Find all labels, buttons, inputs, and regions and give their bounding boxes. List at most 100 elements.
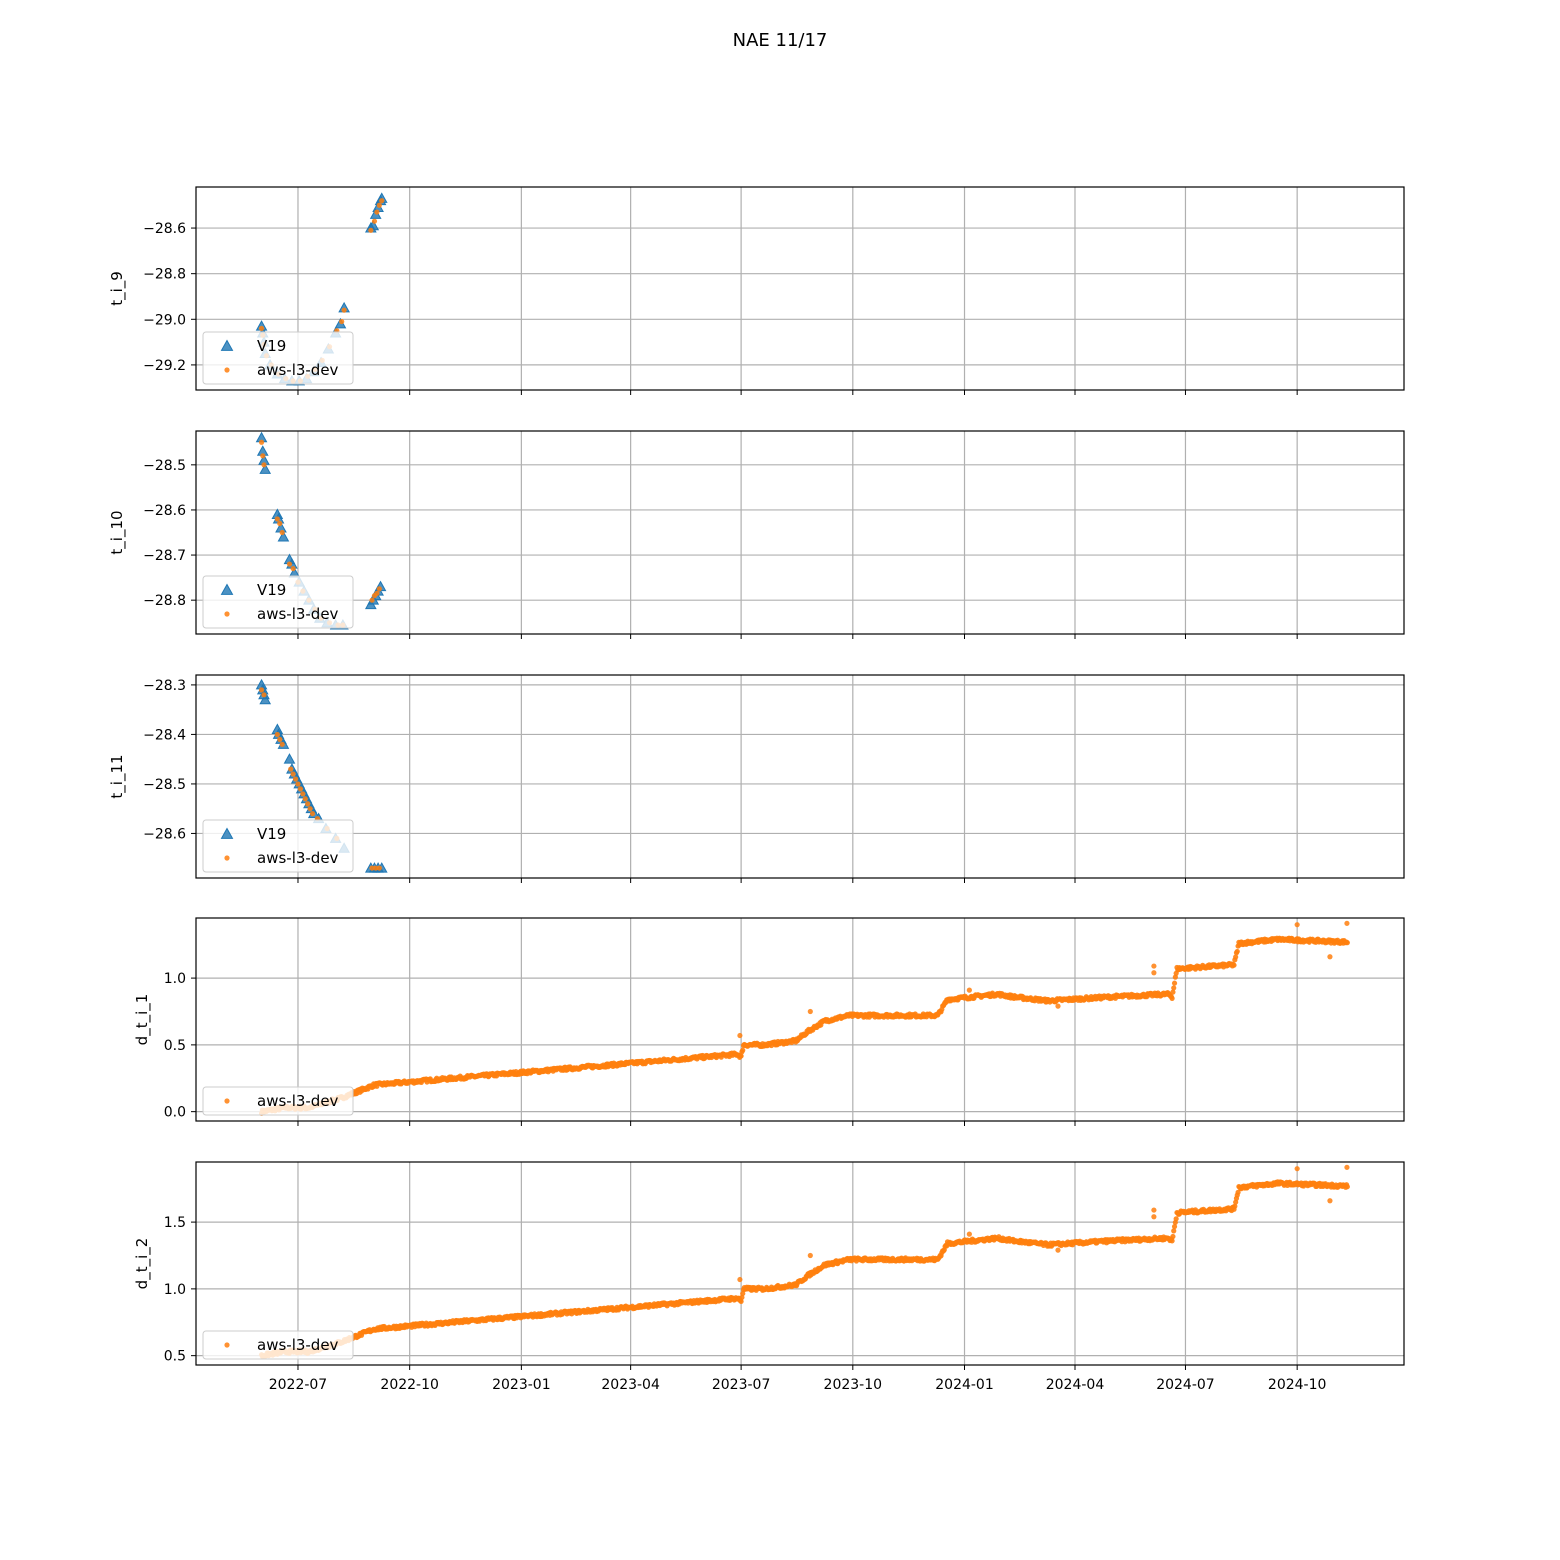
aws-l3-dev-point <box>1171 1223 1178 1230</box>
aws-l3-dev-point <box>274 731 280 738</box>
plot-area <box>258 1164 1350 1359</box>
aws-l3-dev-outlier <box>737 1276 743 1283</box>
legend-label: aws-l3-dev <box>257 1336 339 1354</box>
aws-l3-dev-point <box>341 307 347 313</box>
aws-l3-dev-point <box>258 325 265 332</box>
aws-l3-dev-point <box>261 462 267 468</box>
legend: aws-l3-dev <box>202 1330 354 1360</box>
aws-l3-dev-point <box>305 801 311 807</box>
legend-label: aws-l3-dev <box>257 605 339 623</box>
subplot-t_i_9: −29.2 −29.0 −28.8 −28.6 t_i_9 V19 aws-l3-dev <box>108 186 1405 395</box>
aws-l3-dev-outlier <box>966 1231 972 1237</box>
y-tick-label: 0.5 <box>164 1349 186 1365</box>
x-tick-label: 2024-07 <box>1156 1377 1215 1393</box>
legend-marker-aws-l3-dev <box>224 611 230 617</box>
legend-marker-aws-l3-dev <box>224 855 230 861</box>
aws-l3-dev-point <box>376 865 382 871</box>
x-tick-label: 2023-07 <box>712 1377 771 1393</box>
aws-l3-dev-point <box>376 586 382 592</box>
legend-label: V19 <box>257 337 286 355</box>
aws-l3-dev-point <box>1171 985 1177 991</box>
x-tick-label: 2022-07 <box>269 1377 328 1393</box>
aws-l3-dev-point <box>290 565 296 572</box>
y-tick-label: −28.8 <box>143 593 186 609</box>
y-axis-label: t_i_11 <box>108 754 127 798</box>
legend-marker-v19 <box>220 339 234 351</box>
aws-l3-dev-point <box>740 1047 746 1053</box>
y-tick-label: −28.5 <box>143 458 186 474</box>
aws-l3-dev-point <box>286 561 293 567</box>
aws-l3-dev-point <box>258 439 265 445</box>
aws-l3-dev-point <box>1171 980 1178 986</box>
y-tick-label: −29.0 <box>143 312 186 328</box>
y-tick-label: 0.5 <box>164 1038 186 1054</box>
legend-marker-aws-l3-dev <box>224 367 230 373</box>
aws-l3-dev-outlier <box>1344 920 1350 926</box>
aws-l3-dev-outlier <box>807 1252 813 1259</box>
aws-l3-dev-point <box>369 865 375 871</box>
aws-l3-dev-point <box>279 741 285 747</box>
aws-l3-dev-point <box>309 811 316 817</box>
aws-l3-dev-point <box>740 1290 746 1297</box>
axes-frame <box>195 917 1405 1122</box>
legend-label: aws-l3-dev <box>257 849 339 867</box>
y-axis-label: d_t_i_2 <box>133 1238 152 1290</box>
aws-l3-dev-point <box>1232 1203 1238 1209</box>
aws-l3-dev-point <box>374 590 380 597</box>
aws-l3-dev-outlier <box>1151 963 1157 969</box>
aws-l3-dev-point <box>274 516 280 522</box>
aws-l3-dev-point <box>290 771 296 777</box>
y-axis-label: t_i_9 <box>108 271 127 306</box>
subplot-t_i_11: −28.6 −28.5 −28.4 −28.3 t_i_11 V19 aws-l3-dev <box>108 674 1405 883</box>
aws-l3-dev-point <box>258 687 265 693</box>
legend-label: V19 <box>257 825 286 843</box>
aws-l3-dev-point <box>369 597 375 603</box>
v19-point <box>259 463 272 474</box>
legend-box <box>202 1086 354 1116</box>
legend-box <box>202 575 354 629</box>
legend: V19 aws-l3-dev <box>202 575 354 629</box>
subplot-d_t_i_1: 0.0 0.5 1.0 d_t_i_1 aws-l3-dev <box>133 917 1405 1126</box>
x-tick-label: 2024-10 <box>1268 1377 1327 1393</box>
aws-l3-dev-outlier <box>966 987 972 993</box>
axes-frame <box>195 430 1405 635</box>
legend-label: aws-l3-dev <box>257 361 339 379</box>
aws-l3-dev-point <box>288 766 294 772</box>
y-tick-label: −28.8 <box>143 267 186 283</box>
aws-l3-dev-outlier <box>1327 1198 1333 1204</box>
legend-marker-aws-l3-dev <box>224 1098 230 1104</box>
aws-l3-dev-point <box>1170 1233 1176 1240</box>
legend-marker-v19 <box>220 583 234 595</box>
aws-l3-dev-point <box>376 202 382 208</box>
x-tick-label: 2024-01 <box>935 1377 994 1393</box>
aws-l3-dev-point <box>739 1294 745 1301</box>
x-tick-label: 2023-01 <box>492 1377 551 1393</box>
aws-l3-dev-outlier <box>1327 954 1333 960</box>
y-tick-label: −28.3 <box>143 678 186 694</box>
aws-l3-dev-point <box>277 520 283 527</box>
y-tick-label: −28.6 <box>143 503 186 519</box>
y-tick-label: −28.6 <box>143 221 186 237</box>
y-tick-label: 1.0 <box>164 971 186 987</box>
aws-l3-dev-point <box>295 781 301 787</box>
legend-box <box>202 1330 354 1360</box>
axes-frame <box>195 674 1405 879</box>
aws-l3-dev-point <box>297 786 304 792</box>
v19-point <box>283 753 296 764</box>
legend: aws-l3-dev <box>202 1086 354 1116</box>
legend-marker-aws-l3-dev <box>224 1342 230 1348</box>
subplot-d_t_i_2: 2022-07 2022-10 2023-01 2023-04 2023-07 2023-… <box>133 1161 1405 1393</box>
y-tick-label: −28.4 <box>143 727 186 743</box>
series-aws-l3-dev <box>258 1164 1350 1359</box>
y-tick-label: 1.5 <box>164 1215 186 1231</box>
aws-l3-dev-point <box>339 318 345 325</box>
aws-l3-dev-point <box>279 529 285 536</box>
legend-label: V19 <box>257 581 286 599</box>
aws-l3-dev-point <box>1170 989 1176 995</box>
subplot-t_i_10: −28.8 −28.7 −28.6 −28.5 t_i_10 V19 aws-l3-dev <box>108 430 1405 639</box>
plot-area <box>258 920 1350 1116</box>
aws-l3-dev-point <box>1344 940 1350 946</box>
aws-l3-dev-outlier <box>1294 1166 1300 1172</box>
aws-l3-dev-point <box>292 776 299 782</box>
